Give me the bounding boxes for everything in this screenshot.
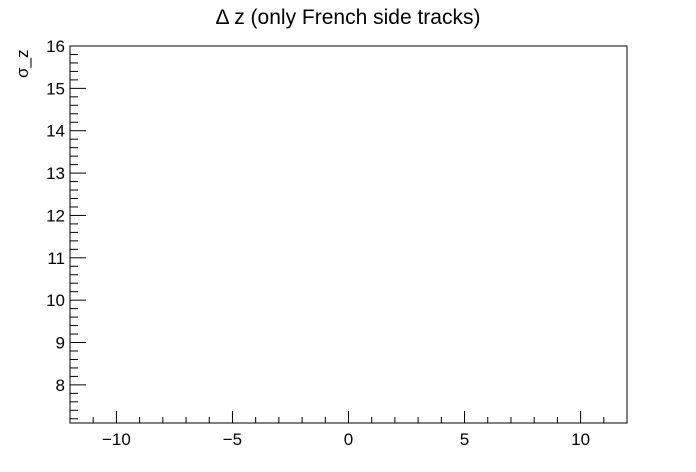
- y-tick-label: 10: [46, 291, 65, 310]
- x-tick-label: −10: [102, 430, 131, 449]
- y-tick-label: 14: [46, 122, 65, 141]
- x-tick-label: 5: [460, 430, 469, 449]
- x-tick-label: −5: [223, 430, 242, 449]
- y-tick-label: 8: [56, 376, 65, 395]
- y-tick-label: 9: [56, 334, 65, 353]
- y-axis: 8 9 10 11 12 13 14 15 16: [46, 37, 86, 420]
- y-tick-label: 13: [46, 164, 65, 183]
- y-tick-label: 12: [46, 206, 65, 225]
- y-axis-label: σ_z: [13, 50, 32, 78]
- plot-frame: [69, 45, 628, 424]
- x-tick-label: 0: [344, 430, 353, 449]
- y-tick-label: 16: [46, 37, 65, 56]
- y-tick-label: 15: [46, 79, 65, 98]
- y-tick-label: 11: [47, 249, 65, 268]
- x-axis: −10 −5 0 5 10: [69, 411, 628, 449]
- x-tick-label: 10: [571, 430, 590, 449]
- chart-title: Δ z (only French side tracks): [216, 6, 481, 29]
